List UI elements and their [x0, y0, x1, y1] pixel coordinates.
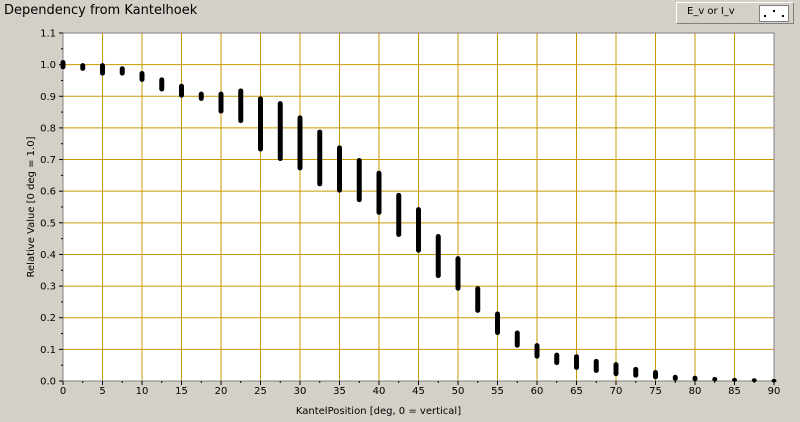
- x-tick-label: 15: [175, 386, 188, 397]
- data-point-column: [455, 256, 461, 291]
- y-tick-label: 0.2: [40, 313, 56, 324]
- x-tick-label: 90: [768, 386, 781, 397]
- data-point-column: [771, 378, 777, 383]
- data-point-column: [514, 330, 520, 348]
- y-tick-label: 0.3: [40, 282, 56, 293]
- data-point-column: [653, 370, 658, 380]
- y-axis-title: Relative Value [0 deg = 1.0]: [26, 136, 37, 277]
- data-point-column: [258, 96, 263, 152]
- data-point-column: [633, 366, 639, 378]
- data-point-column: [396, 192, 402, 237]
- data-point-column: [692, 375, 698, 382]
- data-point-column: [475, 286, 481, 313]
- data-point-column: [435, 233, 441, 279]
- data-point-column: [139, 71, 145, 82]
- chart-title: Dependency from Kantelhoek: [4, 3, 198, 18]
- data-point-column: [337, 145, 342, 193]
- data-point-column: [60, 59, 66, 70]
- data-point-column: [751, 378, 757, 383]
- data-point-column: [159, 77, 165, 92]
- y-tick-label: 0.5: [40, 218, 56, 229]
- data-point-column: [179, 83, 184, 98]
- data-point-column: [574, 354, 579, 370]
- data-point-column: [416, 207, 421, 253]
- data-point-column: [672, 374, 678, 381]
- y-tick-label: 0.7: [40, 155, 56, 166]
- y-tick-label: 0.9: [40, 92, 56, 103]
- data-point-column: [712, 376, 718, 382]
- data-point-column: [613, 362, 619, 377]
- y-tick-label: 0.4: [40, 250, 56, 261]
- data-point-column: [100, 63, 105, 76]
- x-tick-label: 0: [60, 386, 66, 397]
- legend[interactable]: E_v or I_v: [676, 2, 794, 24]
- data-point-column: [376, 170, 382, 215]
- data-point-column: [356, 158, 362, 203]
- data-point-column: [277, 101, 283, 162]
- legend-label: E_v or I_v: [687, 6, 735, 17]
- y-tick-label: 0.0: [40, 377, 56, 388]
- x-tick-label: 80: [689, 386, 702, 397]
- x-tick-label: 5: [99, 386, 105, 397]
- x-tick-label: 75: [649, 386, 662, 397]
- x-tick-label: 30: [294, 386, 307, 397]
- x-tick-label: 85: [728, 386, 741, 397]
- data-point-column: [495, 311, 500, 336]
- x-tick-label: 55: [491, 386, 504, 397]
- data-point-column: [218, 91, 224, 114]
- data-point-column: [593, 358, 599, 374]
- x-tick-label: 45: [412, 386, 425, 397]
- data-point-column: [317, 129, 323, 187]
- data-point-column: [238, 88, 244, 124]
- x-tick-label: 25: [254, 386, 267, 397]
- data-point-column: [198, 91, 204, 101]
- x-tick-label: 65: [570, 386, 583, 397]
- x-tick-label: 50: [452, 386, 465, 397]
- x-tick-label: 70: [610, 386, 623, 397]
- x-tick-label: 60: [531, 386, 544, 397]
- data-point-column: [297, 115, 303, 171]
- x-axis-title: KantelPosition [deg, 0 = vertical]: [296, 406, 461, 417]
- x-tick-label: 35: [333, 386, 346, 397]
- y-tick-label: 0.8: [40, 123, 56, 134]
- x-tick-label: 10: [136, 386, 149, 397]
- legend-marker-swatch: [759, 5, 789, 22]
- data-point-column: [80, 63, 86, 71]
- data-point-column: [534, 343, 540, 359]
- data-point-column: [119, 66, 125, 76]
- y-tick-label: 1.1: [40, 29, 56, 40]
- data-point-column: [554, 352, 560, 366]
- scatter-marker-icon: [764, 10, 784, 17]
- x-tick-label: 20: [215, 386, 228, 397]
- data-point-column: [732, 377, 737, 382]
- y-tick-label: 0.6: [40, 187, 56, 198]
- y-tick-label: 1.0: [40, 60, 56, 71]
- y-tick-label: 0.1: [40, 345, 56, 356]
- x-tick-label: 40: [373, 386, 386, 397]
